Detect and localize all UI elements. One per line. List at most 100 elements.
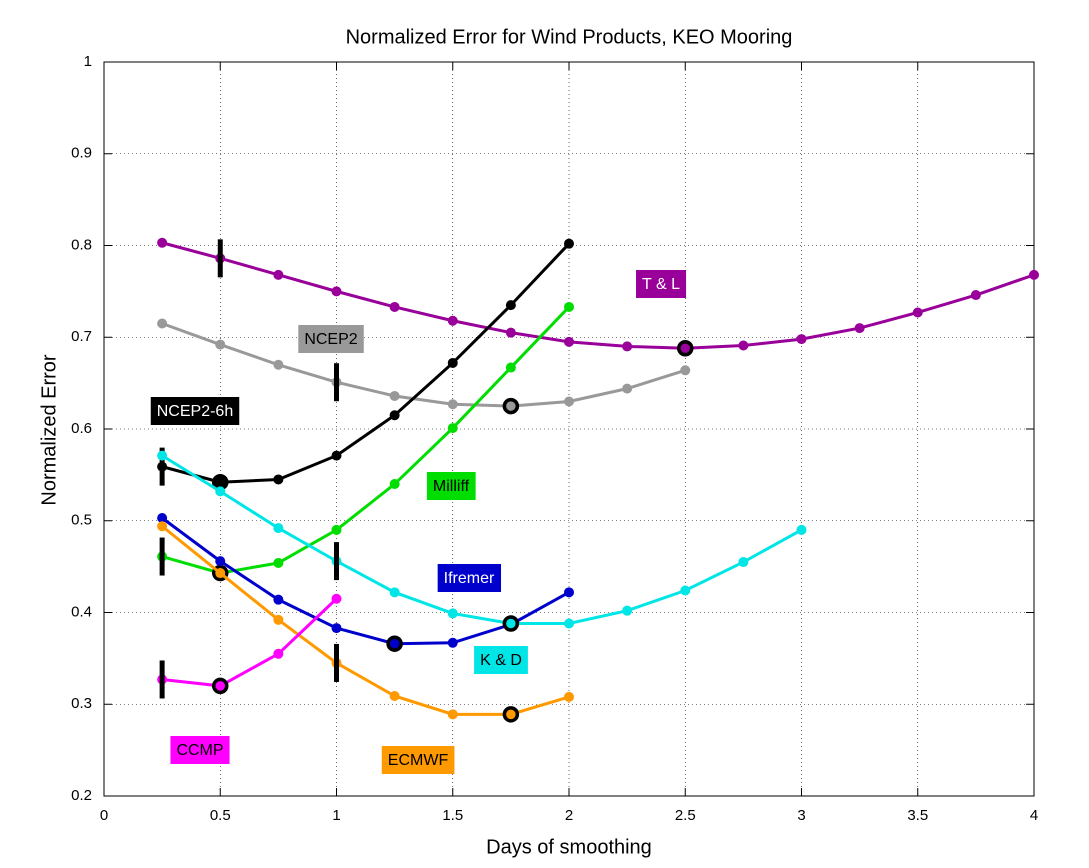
data-point [622, 383, 633, 394]
minimum-marker [502, 397, 520, 415]
series-label: Milliff [426, 472, 476, 500]
data-point [505, 362, 516, 373]
x-tick-label: 1 [332, 807, 340, 824]
series-label-box [381, 746, 455, 774]
y-tick-label: 0.3 [71, 695, 92, 712]
minimum-marker [677, 340, 694, 357]
data-point [564, 336, 574, 347]
data-point [273, 523, 284, 534]
series-label-box [426, 472, 476, 500]
y-tick-label: 0.5 [71, 512, 92, 529]
data-point [505, 327, 516, 338]
data-point [215, 556, 226, 567]
data-point [447, 608, 458, 619]
data-point [564, 396, 574, 407]
data-point [157, 521, 168, 532]
series-label-text: NCEP2-6h [157, 403, 233, 420]
data-point [331, 524, 342, 535]
series-line [161, 322, 686, 408]
data-point [215, 568, 226, 579]
x-tick-label: 1.5 [442, 807, 463, 824]
series-line [161, 525, 570, 716]
x-tick-label: 2.5 [675, 807, 696, 824]
y-tick-label: 0.6 [71, 420, 92, 437]
data-point [273, 474, 284, 485]
x-axis-label: Days of smoothing [486, 836, 652, 858]
data-point [157, 450, 168, 461]
series-label-box [437, 564, 502, 592]
series-line [161, 241, 1035, 350]
minimum-marker [212, 677, 229, 695]
data-point [447, 315, 458, 326]
series-label: CCMP [170, 736, 230, 764]
plot-frame [103, 61, 1035, 797]
x-tick-label: 3.5 [907, 807, 928, 824]
series-label-box [636, 270, 687, 298]
series-label-text: Milliff [433, 478, 470, 495]
data-point [273, 359, 284, 370]
data-point [331, 286, 342, 297]
data-point [738, 340, 749, 351]
y-tick-label: 0.4 [71, 603, 92, 620]
data-point [505, 300, 516, 311]
data-point [157, 318, 168, 329]
y-tick-label: 1 [84, 53, 92, 70]
data-point [447, 423, 458, 434]
data-point [970, 290, 981, 301]
chart-title: Normalized Error for Wind Products, KEO … [346, 26, 793, 48]
y-tick-label: 0.2 [71, 787, 92, 804]
series-label: Ifremer [437, 564, 502, 592]
y-tick-label: 0.9 [71, 145, 92, 162]
series-label-text: Ifremer [444, 570, 495, 587]
data-point [564, 691, 574, 702]
data-point [622, 341, 633, 352]
series-line [161, 242, 571, 484]
data-point [331, 593, 342, 604]
data-point [273, 269, 284, 280]
data-point [389, 587, 400, 598]
data-point [389, 410, 400, 421]
data-point [564, 587, 574, 598]
minimum-marker [502, 706, 520, 723]
series-label: ECMWF [381, 746, 455, 774]
x-tick-label: 0 [100, 807, 108, 824]
x-tick-label: 2 [565, 807, 573, 824]
series-label-box [298, 325, 364, 353]
data-point [796, 334, 807, 345]
data-point [273, 594, 284, 605]
data-point [564, 238, 574, 249]
series-line [161, 516, 570, 646]
data-point [273, 557, 284, 568]
data-point [447, 399, 458, 410]
data-point [273, 648, 284, 659]
data-point [215, 339, 226, 350]
data-point [389, 301, 400, 312]
data-point [157, 237, 168, 248]
data-point [447, 357, 458, 368]
data-point [680, 585, 691, 596]
series-label-text: ECMWF [388, 752, 449, 769]
series-label-text: NCEP2 [304, 331, 357, 348]
data-point [389, 479, 400, 490]
series-label-text: T & L [642, 276, 680, 293]
y-tick-label: 0.8 [71, 236, 92, 253]
data-point [215, 486, 226, 497]
data-point [912, 307, 923, 318]
x-tick-label: 3 [797, 807, 805, 824]
data-point [1029, 269, 1039, 280]
series-label: K & D [474, 646, 528, 674]
y-tick-label: 0.7 [71, 328, 92, 345]
data-point [273, 614, 284, 625]
series-label-box [474, 646, 528, 674]
series-label: NCEP2-6h [150, 397, 240, 425]
data-point [854, 323, 865, 334]
data-point [564, 301, 574, 312]
series-label-text: CCMP [176, 742, 223, 759]
data-point [331, 450, 342, 461]
series-label-box [150, 397, 240, 425]
x-tick-label: 0.5 [210, 807, 231, 824]
data-point [447, 637, 458, 648]
data-point [389, 690, 400, 701]
